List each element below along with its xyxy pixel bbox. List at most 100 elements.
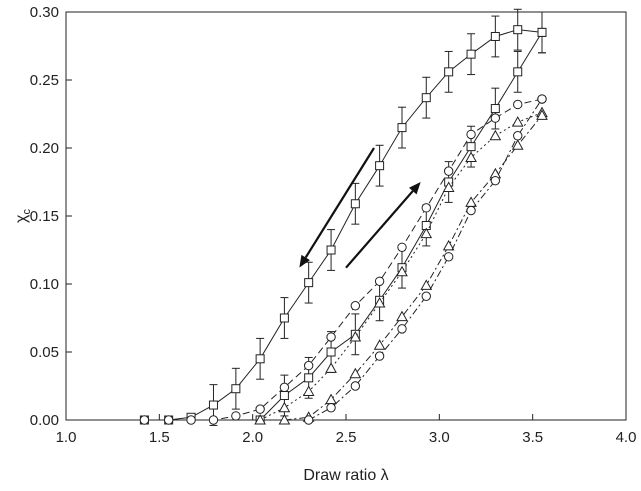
square-marker xyxy=(326,245,336,255)
circle-marker xyxy=(490,175,501,186)
triangle-marker xyxy=(373,297,386,308)
square-marker xyxy=(231,384,241,394)
series-line xyxy=(308,98,543,421)
circle-marker xyxy=(163,415,174,425)
x-tick-label: 2.5 xyxy=(336,429,357,446)
triangle-marker xyxy=(396,310,408,322)
x-tick-label: 4.0 xyxy=(616,429,637,446)
y-tick-label: 0.25 xyxy=(30,72,59,89)
triangle-marker xyxy=(511,139,524,150)
triangle-marker xyxy=(442,181,455,192)
triangle-marker xyxy=(373,339,386,350)
triangle-marker xyxy=(396,265,408,277)
x-tick-label: 3.5 xyxy=(522,429,543,446)
square-series xyxy=(139,8,547,426)
circle-marker xyxy=(350,381,361,391)
circle-marker xyxy=(303,360,314,371)
arrow-head xyxy=(299,254,310,268)
triangle-marker xyxy=(489,129,502,141)
triangle-series xyxy=(254,106,548,425)
triangle-series xyxy=(278,109,548,425)
circle-series xyxy=(139,94,547,425)
circle-marker xyxy=(186,415,196,425)
circle-marker xyxy=(279,382,290,393)
circle-marker xyxy=(374,351,385,361)
square-marker xyxy=(255,354,265,364)
series-line xyxy=(259,32,543,421)
circle-marker xyxy=(326,332,336,342)
square-marker xyxy=(513,25,523,35)
circle-marker xyxy=(139,415,150,425)
square-marker xyxy=(466,49,476,59)
square-marker xyxy=(421,93,431,103)
plot-frame xyxy=(65,11,627,421)
y-tick-label: 0.05 xyxy=(30,344,59,361)
triangle-marker xyxy=(420,279,433,290)
square-marker xyxy=(375,161,385,171)
square-marker xyxy=(279,391,289,401)
circle-marker xyxy=(443,252,454,262)
series-line xyxy=(144,98,543,421)
square-marker xyxy=(279,313,289,323)
series-line xyxy=(284,115,543,421)
circle-marker xyxy=(513,99,523,110)
square-marker xyxy=(466,142,476,152)
circle-marker xyxy=(231,411,241,421)
triangle-marker xyxy=(302,385,315,396)
circle-marker xyxy=(443,166,454,176)
axis-ticks: 1.0 1.5 2.0 2.5 3.0 3.5 4.0 0.00 0.05 0.10 0.15 0.2… xyxy=(30,4,637,446)
circle-marker xyxy=(466,129,476,140)
data-series xyxy=(139,8,548,426)
square-marker xyxy=(326,347,336,357)
triangle-marker xyxy=(442,239,455,251)
circle-marker xyxy=(537,94,547,104)
square-marker xyxy=(537,27,547,37)
y-axis-title: χc xyxy=(13,209,33,223)
square-marker xyxy=(444,67,454,77)
triangle-marker xyxy=(465,151,477,163)
circle-marker xyxy=(303,415,314,425)
square-marker xyxy=(513,67,523,77)
square-marker xyxy=(304,278,314,288)
triangle-marker xyxy=(349,331,362,342)
circle-marker xyxy=(350,301,361,311)
square-marker xyxy=(350,199,360,209)
x-tick-label: 1.0 xyxy=(56,429,77,446)
circle-marker xyxy=(255,404,265,414)
x-axis-title: Draw ratio λ xyxy=(303,467,388,484)
circle-marker xyxy=(374,276,385,286)
circle-marker xyxy=(421,291,431,301)
circle-series xyxy=(303,94,547,425)
square-marker xyxy=(490,104,500,114)
triangle-marker xyxy=(420,227,433,239)
triangle-marker xyxy=(254,413,266,425)
circle-marker xyxy=(326,403,336,413)
circle-marker xyxy=(397,242,407,252)
arrow-head xyxy=(409,182,421,195)
x-tick-label: 3.0 xyxy=(429,429,450,446)
circle-marker xyxy=(490,113,501,123)
y-axis-title-subscript: c xyxy=(21,209,33,215)
triangle-marker xyxy=(511,116,524,127)
square-marker xyxy=(304,373,314,383)
x-tick-label: 1.5 xyxy=(149,429,170,446)
unloading-arrow xyxy=(299,147,375,268)
circle-marker xyxy=(466,205,476,216)
triangle-marker xyxy=(325,362,337,373)
circle-marker xyxy=(208,415,219,425)
annotations xyxy=(299,147,421,269)
triangle-marker xyxy=(349,367,362,379)
square-series xyxy=(255,11,547,425)
series-line xyxy=(144,29,543,421)
y-tick-label: 0.15 xyxy=(30,208,59,225)
y-tick-label: 0.20 xyxy=(30,140,59,157)
triangle-marker xyxy=(278,401,291,413)
circle-marker xyxy=(513,131,523,141)
triangle-marker xyxy=(278,413,291,425)
y-tick-label: 0.10 xyxy=(30,276,59,293)
circle-marker xyxy=(397,324,407,334)
x-tick-label: 2.0 xyxy=(242,429,263,446)
square-marker xyxy=(208,400,218,410)
y-tick-label: 0.30 xyxy=(30,4,59,21)
